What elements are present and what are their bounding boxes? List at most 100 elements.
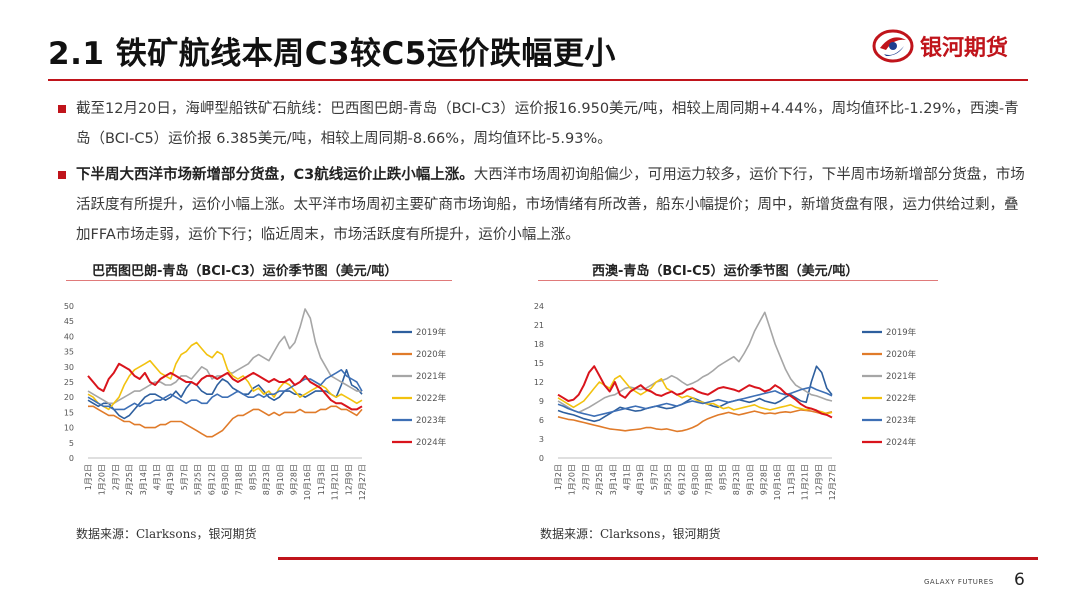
x-tick-label: 6月12日 xyxy=(677,464,686,495)
x-tick-label: 4月1日 xyxy=(623,464,632,490)
x-tick-label: 2月25日 xyxy=(595,464,604,495)
x-tick-label: 12月27日 xyxy=(358,464,367,500)
x-tick-label: 11月21日 xyxy=(801,464,810,500)
y-tick-label: 45 xyxy=(64,317,74,326)
page-number: 6 xyxy=(1014,570,1025,590)
paragraph-2-headline: 下半周大西洋市场新增部分货盘，C3航线运价止跌小幅上涨。 xyxy=(76,167,474,183)
chart-2-plot: 0 3 6 9 12 15 18 21 24 1月2日 1月20日 2月7日 2月25日 3月14日 4月1… xyxy=(534,302,917,500)
page-title: 2.1 铁矿航线本周C3较C5运价跌幅更小 xyxy=(48,36,616,72)
y-tick-label: 25 xyxy=(64,378,74,387)
y-tick-label: 9 xyxy=(539,397,544,406)
series-line-2020年 xyxy=(88,405,363,438)
y-tick-label: 20 xyxy=(64,393,74,402)
x-tick-label: 10月16日 xyxy=(773,464,782,500)
x-tick-label: 5月25日 xyxy=(664,464,673,495)
legend-label: 2019年 xyxy=(416,327,447,338)
x-tick-label: 8月5日 xyxy=(248,464,257,490)
y-tick-label: 21 xyxy=(534,321,544,330)
y-tick-label: 30 xyxy=(64,363,74,372)
x-tick-label: 3月14日 xyxy=(609,464,618,495)
legend-label: 2023年 xyxy=(886,415,917,426)
legend-label: 2020年 xyxy=(416,349,447,360)
x-tick-label: 4月19日 xyxy=(636,464,645,495)
series-line-2024年 xyxy=(87,362,363,411)
logo-text: 银河期货 xyxy=(920,36,1009,61)
y-tick-label: 15 xyxy=(534,359,544,368)
series-line-2023年 xyxy=(87,369,363,411)
y-tick-label: 0 xyxy=(539,454,544,463)
chart-1-title: 巴西图巴朗-青岛（BCI-C3）运价季节图（美元/吨） xyxy=(92,264,398,279)
chart-1-source: 数据来源：Clarksons，银河期货 xyxy=(76,527,257,541)
x-tick-label: 11月3日 xyxy=(317,464,326,495)
x-tick-label: 12月27日 xyxy=(828,464,837,500)
y-tick-label: 15 xyxy=(64,408,74,417)
x-tick-label: 11月21日 xyxy=(331,464,340,500)
series-line-2020年 xyxy=(557,409,833,433)
series-line-2021年 xyxy=(557,311,833,414)
x-tick-label: 1月20日 xyxy=(568,464,577,495)
y-tick-label: 12 xyxy=(534,378,544,387)
x-tick-label: 5月7日 xyxy=(180,464,189,490)
x-tick-label: 10月16日 xyxy=(303,464,312,500)
series-line-2022年 xyxy=(87,341,363,411)
x-tick-label: 7月18日 xyxy=(705,464,714,495)
y-tick-label: 35 xyxy=(64,348,74,357)
x-tick-label: 12月9日 xyxy=(814,464,823,495)
x-tick-label: 9月10日 xyxy=(746,464,755,495)
bullet-square-icon xyxy=(58,171,66,179)
legend-label: 2020年 xyxy=(886,349,917,360)
bullet-paragraph-1: 截至12月20日，海岬型船铁矿石航线：巴西图巴朗-青岛（BCI-C3）运价报16… xyxy=(56,94,1032,154)
company-logo: 银河期货 xyxy=(872,28,1032,64)
legend-label: 2021年 xyxy=(886,371,917,382)
x-tick-label: 1月20日 xyxy=(98,464,107,495)
paragraph-1-text: 截至12月20日，海岬型船铁矿石航线：巴西图巴朗-青岛（BCI-C3）运价报16… xyxy=(76,101,1019,147)
series-line-2019年 xyxy=(87,369,363,420)
chart-2-title-rule xyxy=(538,280,938,281)
x-tick-label: 9月28日 xyxy=(760,464,769,495)
y-tick-label: 24 xyxy=(534,302,544,311)
y-tick-label: 18 xyxy=(534,340,544,349)
legend-label: 2019年 xyxy=(886,327,917,338)
x-tick-label: 4月1日 xyxy=(153,464,162,490)
x-tick-label: 6月12日 xyxy=(207,464,216,495)
legend-label: 2024年 xyxy=(416,437,447,448)
x-tick-label: 2月7日 xyxy=(581,464,590,490)
paragraph-2-text: 大西洋市场周初询船偏少，可用运力较多，运价下行，下半周市场新增部分货盘，市场活跃… xyxy=(76,167,1025,243)
x-tick-label: 12月9日 xyxy=(344,464,353,495)
chart-1-title-rule xyxy=(66,280,452,281)
footer-brand: GALAXY FUTURES xyxy=(924,578,994,586)
x-tick-label: 6月30日 xyxy=(691,464,700,495)
galaxy-logo-icon xyxy=(872,29,914,63)
x-tick-label: 8月23日 xyxy=(732,464,741,495)
x-tick-label: 9月28日 xyxy=(290,464,299,495)
x-tick-label: 11月3日 xyxy=(787,464,796,495)
y-tick-label: 3 xyxy=(539,435,544,444)
legend-label: 2024年 xyxy=(886,437,917,448)
x-tick-label: 4月19日 xyxy=(166,464,175,495)
y-tick-label: 0 xyxy=(69,454,74,463)
footer-divider xyxy=(278,557,1038,560)
x-tick-label: 9月10日 xyxy=(276,464,285,495)
x-tick-label: 8月23日 xyxy=(262,464,271,495)
legend-label: 2021年 xyxy=(416,371,447,382)
legend-label: 2023年 xyxy=(416,415,447,426)
x-tick-label: 7月18日 xyxy=(235,464,244,495)
x-tick-label: 2月7日 xyxy=(111,464,120,490)
chart-2-source: 数据来源：Clarksons，银河期货 xyxy=(540,527,721,541)
bullet-square-icon xyxy=(58,105,66,113)
y-tick-label: 50 xyxy=(64,302,74,311)
bullet-paragraph-2: 下半周大西洋市场新增部分货盘，C3航线运价止跌小幅上涨。大西洋市场周初询船偏少，… xyxy=(56,160,1032,250)
x-tick-label: 3月14日 xyxy=(139,464,148,495)
y-tick-label: 6 xyxy=(539,416,544,425)
x-tick-label: 5月7日 xyxy=(650,464,659,490)
header-divider xyxy=(48,79,1028,81)
x-tick-label: 5月25日 xyxy=(194,464,203,495)
x-tick-label: 2月25日 xyxy=(125,464,134,495)
x-tick-label: 1月2日 xyxy=(554,464,563,490)
series-line-2024年 xyxy=(557,365,833,419)
x-tick-label: 1月2日 xyxy=(84,464,93,490)
chart-2-title: 西澳-青岛（BCI-C5）运价季节图（美元/吨） xyxy=(592,264,859,279)
x-tick-label: 6月30日 xyxy=(221,464,230,495)
x-tick-label: 8月5日 xyxy=(718,464,727,490)
y-tick-label: 40 xyxy=(64,332,74,341)
